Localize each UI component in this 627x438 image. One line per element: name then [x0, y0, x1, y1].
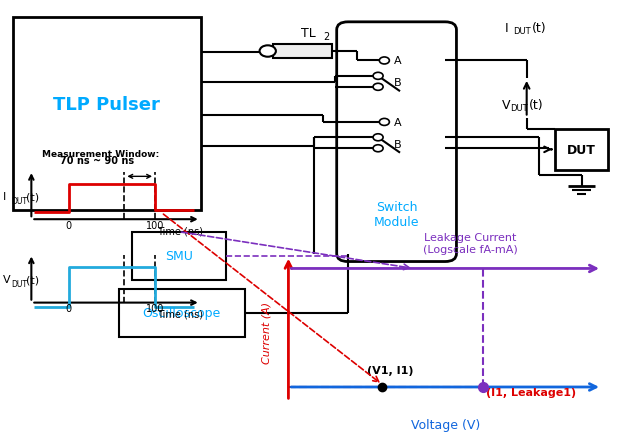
- Text: 100: 100: [145, 304, 164, 313]
- Text: (t): (t): [26, 192, 40, 201]
- Text: (I1, Leakage1): (I1, Leakage1): [486, 387, 576, 397]
- Text: 0: 0: [66, 304, 71, 313]
- Circle shape: [373, 84, 383, 91]
- Text: V: V: [3, 275, 11, 285]
- Text: (V1, I1): (V1, I1): [367, 365, 413, 375]
- Text: A: A: [394, 57, 402, 66]
- Text: B: B: [394, 78, 402, 88]
- Text: B: B: [394, 140, 402, 149]
- Text: SMU: SMU: [165, 250, 192, 263]
- Text: TL: TL: [302, 27, 316, 40]
- Text: Leakage Current
(Logscale fA-mA): Leakage Current (Logscale fA-mA): [423, 233, 518, 254]
- Text: 100: 100: [145, 220, 164, 230]
- Text: DUT: DUT: [11, 196, 28, 205]
- Bar: [132, 232, 226, 280]
- Text: DUT: DUT: [567, 144, 596, 156]
- Text: V: V: [502, 99, 510, 112]
- Text: I: I: [3, 192, 6, 201]
- Text: 0: 0: [66, 220, 71, 230]
- Text: (t): (t): [532, 22, 546, 35]
- Text: DUT: DUT: [513, 27, 530, 36]
- Text: TLP Pulser: TLP Pulser: [53, 96, 160, 114]
- Text: Switch
Module: Switch Module: [374, 201, 419, 229]
- Circle shape: [373, 73, 383, 80]
- Text: 2: 2: [324, 32, 329, 42]
- Bar: [119, 289, 245, 337]
- Text: Oscilloscope: Oscilloscope: [143, 307, 221, 320]
- Text: A: A: [394, 118, 402, 127]
- Circle shape: [373, 145, 383, 152]
- Bar: [273, 45, 332, 59]
- Text: I: I: [505, 22, 508, 35]
- Text: Time (ns): Time (ns): [157, 309, 203, 319]
- Bar: [555, 129, 608, 171]
- Circle shape: [379, 58, 389, 65]
- Text: Voltage (V): Voltage (V): [411, 418, 480, 431]
- Text: DUT: DUT: [11, 279, 28, 288]
- Text: (t): (t): [529, 99, 543, 112]
- Text: Current (A): Current (A): [261, 301, 271, 363]
- FancyBboxPatch shape: [337, 23, 456, 262]
- Text: (t): (t): [26, 275, 40, 285]
- Text: 70 ns ~ 90 ns: 70 ns ~ 90 ns: [60, 155, 134, 165]
- Circle shape: [260, 46, 276, 57]
- Text: DUT: DUT: [510, 104, 527, 113]
- Circle shape: [379, 119, 389, 126]
- Text: Measurement Window:: Measurement Window:: [41, 150, 159, 159]
- Bar: [13, 18, 201, 210]
- Circle shape: [373, 134, 383, 141]
- Text: Time (ns): Time (ns): [157, 226, 203, 236]
